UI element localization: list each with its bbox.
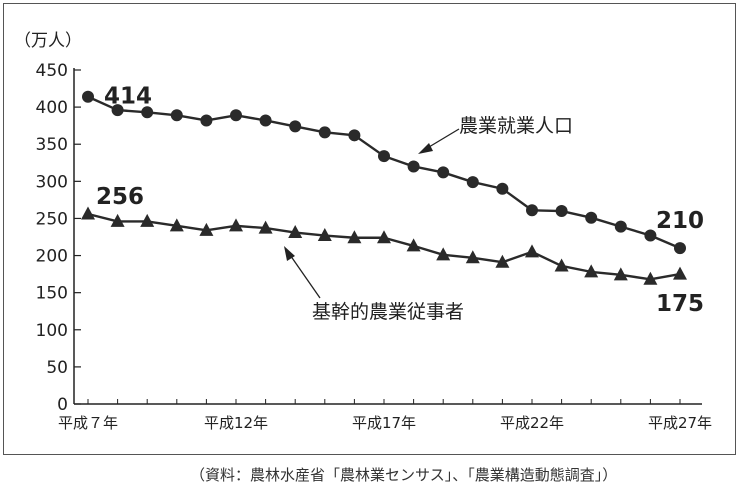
series-name-label: 農業就業人口 [459, 115, 573, 137]
callout-arrow-line [287, 251, 321, 299]
data-point-triangle [584, 264, 599, 278]
y-axis: （万人） 0 50 100 150 200 250 300 350 400 450 [14, 31, 82, 415]
data-point-circle [555, 205, 568, 218]
data-point-circle [437, 166, 450, 179]
data-point-triangle [465, 250, 480, 264]
start-value-label: 256 [96, 184, 144, 210]
y-tick-label: 350 [36, 135, 68, 155]
data-point-circle [289, 120, 302, 133]
start-value-label: 414 [104, 84, 152, 110]
series-name-label: 基幹的農業従事者 [312, 301, 464, 323]
y-tick-label: 300 [36, 172, 68, 192]
data-point-triangle [169, 218, 184, 232]
data-point-triangle [554, 258, 569, 272]
data-point-circle [230, 109, 242, 122]
y-tick-label: 150 [36, 284, 68, 304]
data-point-triangle [673, 266, 687, 280]
data-point-circle [614, 220, 627, 233]
data-point-triangle [199, 222, 214, 236]
data-point-circle [585, 211, 598, 224]
y-tick-label: 250 [36, 209, 68, 229]
data-point-circle [111, 104, 124, 117]
x-tick-label: 平成７年 [58, 414, 118, 432]
y-tick-label: 100 [36, 321, 68, 341]
series-layer [81, 90, 687, 285]
data-point-triangle [81, 206, 95, 220]
data-point-triangle [288, 225, 303, 239]
y-tick-label: 450 [36, 61, 68, 81]
data-point-triangle [643, 271, 658, 285]
data-point-triangle [613, 267, 628, 281]
x-tick-label: 平成17年 [352, 414, 416, 432]
data-point-triangle [377, 230, 391, 244]
data-point-triangle [436, 247, 451, 261]
data-point-triangle [347, 230, 362, 244]
data-point-circle [644, 229, 657, 242]
data-point-triangle [229, 218, 243, 232]
line-chart: （万人） 0 50 100 150 200 250 300 350 400 450 平成７年 平成12… [14, 31, 712, 432]
data-point-circle [82, 90, 94, 103]
end-value-label: 210 [656, 208, 704, 234]
data-point-triangle [258, 220, 273, 234]
callout-arrowhead [284, 246, 295, 261]
data-point-triangle [495, 254, 510, 268]
data-point-circle [407, 160, 420, 173]
chart-frame: （万人） 0 50 100 150 200 250 300 350 400 450 平成７年 平成12… [3, 3, 736, 455]
data-point-circle [348, 129, 361, 142]
source-note: （資料：農林水産省「農林業センサス」、「農業構造動態調査」） [190, 466, 618, 484]
data-point-circle [378, 150, 390, 163]
data-point-circle [674, 242, 686, 255]
data-point-circle [200, 114, 213, 127]
y-tick-label: 200 [36, 247, 68, 267]
callout-arrowhead [418, 143, 433, 154]
data-point-triangle [406, 238, 421, 252]
x-axis: 平成７年 平成12年 平成17年 平成22年 平成27年 [58, 399, 712, 432]
data-point-triangle [317, 228, 332, 242]
end-value-label: 175 [656, 291, 704, 317]
data-point-circle [259, 114, 272, 127]
y-tick-label: 0 [57, 395, 68, 415]
y-tick-label: 50 [46, 358, 68, 378]
data-point-circle [170, 109, 183, 122]
data-point-circle [526, 204, 538, 217]
data-point-circle [496, 182, 509, 195]
x-tick-label: 平成12年 [204, 414, 268, 432]
data-point-circle [141, 106, 154, 119]
y-axis-unit-label: （万人） [14, 31, 82, 51]
data-point-triangle [525, 244, 539, 258]
x-tick-label: 平成27年 [648, 414, 712, 432]
data-point-circle [318, 126, 331, 139]
y-tick-label: 400 [36, 98, 68, 118]
data-point-triangle [110, 213, 125, 227]
data-point-triangle [140, 213, 155, 227]
data-point-circle [466, 176, 479, 189]
x-tick-label: 平成22年 [500, 414, 564, 432]
